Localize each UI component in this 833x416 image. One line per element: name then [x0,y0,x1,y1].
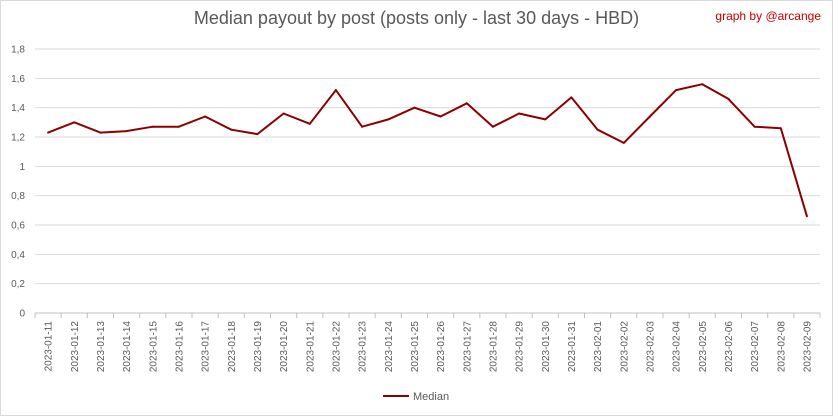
y-tick-label: 1,2 [11,133,25,144]
y-tick-label: 1,6 [11,74,25,85]
data-point [230,128,233,131]
data-point [701,83,704,86]
x-tick-label: 2023-02-01 [593,321,604,373]
x-tick-label: 2023-02-09 [802,321,813,373]
x-tick-label: 2023-01-26 [436,321,447,373]
data-point [805,215,808,218]
y-tick-label: 1 [19,162,25,173]
x-tick-label: 2023-01-25 [410,321,421,373]
x-tick-label: 2023-01-31 [567,321,578,373]
x-tick-label: 2023-02-05 [698,321,709,373]
data-point [282,112,285,115]
data-point [99,131,102,134]
data-point [491,125,494,128]
data-point [73,121,76,124]
data-point [334,89,337,92]
data-point [47,131,50,134]
x-tick-label: 2023-01-20 [279,321,290,373]
data-point [439,115,442,118]
x-tick-label: 2023-01-22 [331,321,342,373]
data-point [465,102,468,105]
x-tick-label: 2023-01-24 [384,321,395,373]
x-tick-label: 2023-01-27 [462,321,473,373]
series-line [47,83,808,217]
x-tick-label: 2023-01-28 [488,321,499,373]
data-point [779,127,782,130]
data-point [256,133,259,136]
x-tick-label: 2023-02-02 [619,321,630,373]
data-point [361,125,364,128]
data-point [753,125,756,128]
data-point [308,122,311,125]
chart-credit: graph by @arcange [715,9,821,23]
x-tick-label: 2023-01-23 [358,321,369,373]
data-point [648,115,651,118]
data-point [596,128,599,131]
x-tick-label: 2023-02-06 [724,321,735,373]
data-point [570,96,573,99]
x-tick-label: 2023-01-12 [70,321,81,373]
x-tick-label: 2023-01-11 [44,321,55,372]
x-tick-label: 2023-01-13 [96,321,107,373]
data-point [622,141,625,144]
x-tick-label: 2023-01-29 [515,321,526,373]
x-tick-label: 2023-01-15 [148,321,159,373]
data-point [387,118,390,121]
x-tick-label: 2023-02-04 [672,321,683,373]
data-point [518,112,521,115]
x-tick-label: 2023-02-03 [645,321,656,373]
data-point [544,118,547,121]
data-point [204,115,207,118]
x-tick-label: 2023-02-07 [750,321,761,373]
x-tick-label: 2023-01-30 [541,321,552,373]
data-point [151,125,154,128]
x-tick-label: 2023-01-17 [201,321,212,373]
x-tick-label: 2023-01-14 [122,321,133,373]
y-tick-label: 0,8 [11,191,25,202]
chart-title: Median payout by post (posts only - last… [193,8,640,28]
x-tick-label: 2023-01-19 [253,321,264,373]
y-tick-label: 0,4 [11,250,25,261]
x-tick-label: 2023-02-08 [776,321,787,373]
y-tick-label: 1,4 [11,103,25,114]
x-tick-label: 2023-01-18 [227,321,238,373]
data-point [675,89,678,92]
y-tick-label: 0 [19,309,25,320]
x-tick-label: 2023-01-21 [305,321,316,373]
legend-label: Median [413,391,449,403]
data-point [125,130,128,133]
data-point [727,97,730,100]
y-tick-label: 0,2 [11,279,25,290]
x-tick-label: 2023-01-16 [174,321,185,373]
y-tick-label: 0,6 [11,221,25,232]
data-point [177,125,180,128]
y-tick-label: 1,8 [11,45,25,56]
data-point [413,106,416,109]
